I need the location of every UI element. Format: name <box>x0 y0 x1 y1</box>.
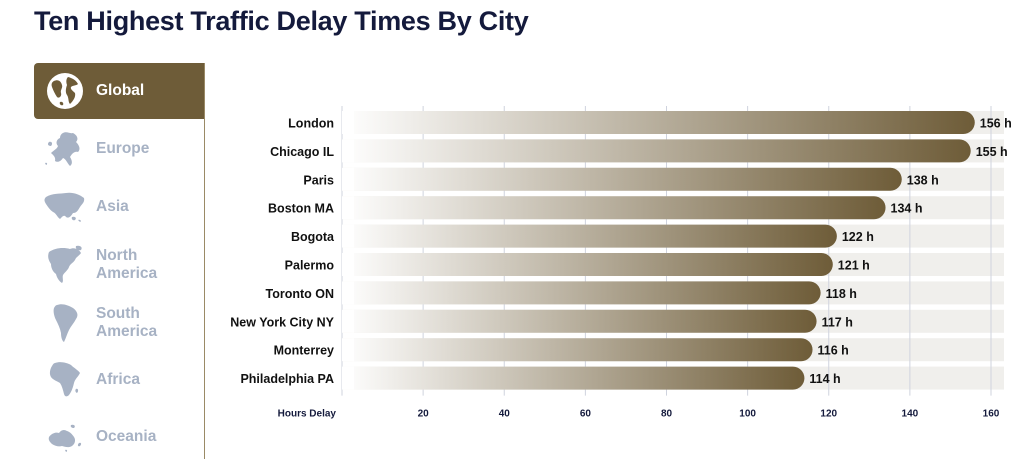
globe-icon <box>42 68 88 114</box>
sidebar-item-label: Global <box>96 82 145 99</box>
africa-map-icon <box>42 357 88 403</box>
sidebar-item-africa[interactable]: Africa <box>34 352 204 408</box>
category-label: Boston MA <box>268 202 334 216</box>
x-tick-label: 40 <box>499 409 511 420</box>
value-label: 156 h <box>980 117 1012 131</box>
sidebar-item-label: Europe <box>96 140 150 157</box>
bar <box>342 309 817 333</box>
sidebar-item-label: North America <box>96 247 158 282</box>
bar-left-cap <box>342 196 354 220</box>
region-sidebar: Global Europe Asia Nort <box>34 63 205 459</box>
category-label: New York City NY <box>230 315 334 329</box>
oceania-map-icon <box>42 414 88 460</box>
bar <box>342 196 886 220</box>
value-label: 114 h <box>809 372 840 386</box>
value-label: 117 h <box>822 315 853 329</box>
value-label: 134 h <box>891 202 923 216</box>
bar <box>342 111 975 134</box>
page-title: Ten Highest Traffic Delay Times By City <box>34 6 529 36</box>
bar <box>342 366 805 390</box>
category-label: Bogota <box>291 230 335 244</box>
bar <box>342 338 813 362</box>
x-tick-label: 80 <box>661 409 673 420</box>
europe-map-icon <box>42 126 88 172</box>
x-tick-label: 20 <box>418 409 430 420</box>
category-label: Palermo <box>285 259 335 273</box>
bar-left-cap <box>342 139 354 163</box>
x-tick-label: 140 <box>902 409 919 420</box>
bar-chart: London 156 h Chicago IL 155 h Paris 138 h Bost… <box>230 106 1012 420</box>
sidebar-item-south-america[interactable]: South America <box>34 295 204 351</box>
category-label: Chicago IL <box>270 145 334 159</box>
bar <box>342 167 902 191</box>
sidebar-item-label: Oceania <box>96 428 157 445</box>
category-label: Toronto ON <box>266 287 335 301</box>
bar <box>342 224 837 248</box>
category-label: Monterrey <box>274 344 334 358</box>
sidebar-item-north-america[interactable]: North America <box>34 237 204 293</box>
bar-left-cap <box>342 224 354 248</box>
bar-left-cap <box>342 338 354 362</box>
bar-left-cap <box>342 111 354 134</box>
value-label: 155 h <box>976 145 1008 159</box>
category-label: London <box>288 117 334 131</box>
north-america-map-icon <box>42 242 88 288</box>
bar-left-cap <box>342 309 354 333</box>
value-label: 121 h <box>838 259 870 273</box>
sidebar-item-label: Asia <box>96 198 129 215</box>
value-label: 122 h <box>842 230 874 244</box>
x-tick-label: 120 <box>820 409 837 420</box>
x-tick-label: 60 <box>580 409 592 420</box>
sidebar-item-global[interactable]: Global <box>34 63 204 119</box>
x-axis-title: Hours Delay <box>278 409 337 420</box>
value-label: 138 h <box>907 173 939 187</box>
category-label: Paris <box>303 173 334 187</box>
x-tick-label: 100 <box>739 409 756 420</box>
sidebar-item-europe[interactable]: Europe <box>34 121 204 177</box>
value-label: 118 h <box>826 287 857 301</box>
category-label: Philadelphia PA <box>240 372 334 386</box>
bar-left-cap <box>342 281 354 305</box>
bar-left-cap <box>342 253 354 276</box>
south-america-map-icon <box>42 300 88 346</box>
bar <box>342 139 971 163</box>
sidebar-item-oceania[interactable]: Oceania <box>34 409 204 465</box>
sidebar-item-asia[interactable]: Asia <box>34 179 204 235</box>
sidebar-item-label: South America <box>96 305 158 340</box>
asia-map-icon <box>42 184 88 230</box>
value-label: 116 h <box>818 344 849 358</box>
bar <box>342 253 833 276</box>
sidebar-item-label: Africa <box>96 371 140 388</box>
bar <box>342 281 821 305</box>
bar-left-cap <box>342 366 354 390</box>
bar-left-cap <box>342 167 354 191</box>
x-tick-label: 160 <box>983 409 1000 420</box>
